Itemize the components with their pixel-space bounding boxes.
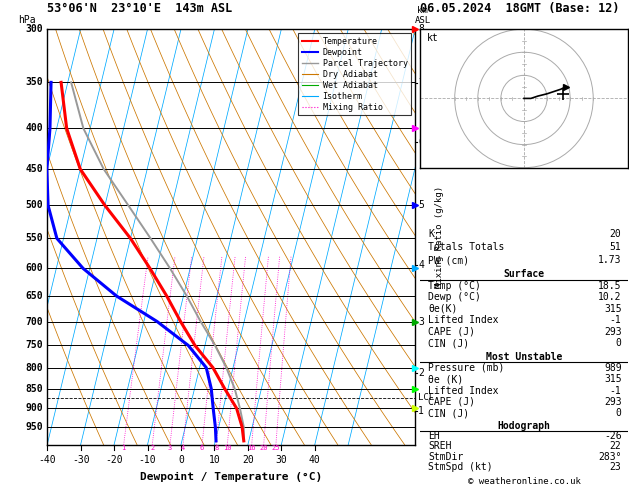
Text: SREH: SREH: [428, 441, 452, 451]
Text: 0: 0: [616, 408, 621, 418]
Text: 10: 10: [223, 445, 231, 451]
Text: Surface: Surface: [503, 269, 545, 279]
Text: StmDir: StmDir: [428, 451, 464, 462]
Text: Dewp (°C): Dewp (°C): [428, 293, 481, 302]
Text: Lifted Index: Lifted Index: [428, 315, 499, 325]
Text: θe (K): θe (K): [428, 374, 464, 384]
Text: 0: 0: [178, 455, 184, 465]
Text: 1.73: 1.73: [598, 255, 621, 265]
Text: Pressure (mb): Pressure (mb): [428, 363, 505, 373]
Text: CIN (J): CIN (J): [428, 408, 470, 418]
Legend: Temperature, Dewpoint, Parcel Trajectory, Dry Adiabat, Wet Adiabat, Isotherm, Mi: Temperature, Dewpoint, Parcel Trajectory…: [299, 34, 411, 116]
Text: 750: 750: [25, 340, 43, 350]
Text: 53°06'N  23°10'E  143m ASL: 53°06'N 23°10'E 143m ASL: [47, 1, 233, 15]
Text: 550: 550: [25, 233, 43, 243]
Text: 20: 20: [610, 229, 621, 240]
Text: -1: -1: [610, 315, 621, 325]
Text: 800: 800: [25, 363, 43, 373]
Text: 4: 4: [181, 445, 185, 451]
Text: -40: -40: [38, 455, 56, 465]
Text: 30: 30: [276, 455, 287, 465]
Text: 6: 6: [200, 445, 204, 451]
Text: 16: 16: [247, 445, 256, 451]
Text: 18.5: 18.5: [598, 281, 621, 291]
Text: θe(K): θe(K): [428, 304, 458, 314]
Text: K: K: [428, 229, 435, 240]
Text: 350: 350: [25, 77, 43, 87]
Text: -1: -1: [610, 385, 621, 396]
Text: StmSpd (kt): StmSpd (kt): [428, 462, 493, 472]
Text: 700: 700: [25, 316, 43, 327]
Text: 315: 315: [604, 374, 621, 384]
Text: 22: 22: [610, 441, 621, 451]
Text: Hodograph: Hodograph: [498, 421, 550, 431]
Text: 7: 7: [418, 78, 424, 88]
Text: km
ASL: km ASL: [415, 6, 431, 25]
Text: Temp (°C): Temp (°C): [428, 281, 481, 291]
Text: 2: 2: [150, 445, 154, 451]
Text: PW (cm): PW (cm): [428, 255, 470, 265]
Text: 850: 850: [25, 383, 43, 394]
Text: © weatheronline.co.uk: © weatheronline.co.uk: [467, 477, 581, 486]
Text: -20: -20: [105, 455, 123, 465]
Text: 1: 1: [121, 445, 126, 451]
Text: 283°: 283°: [598, 451, 621, 462]
Text: Most Unstable: Most Unstable: [486, 351, 562, 362]
Text: 1: 1: [418, 406, 424, 416]
Text: 6: 6: [418, 137, 424, 147]
Text: hPa: hPa: [18, 15, 36, 25]
Text: Dewpoint / Temperature (°C): Dewpoint / Temperature (°C): [140, 472, 322, 482]
Text: Totals Totals: Totals Totals: [428, 243, 505, 252]
Text: 5: 5: [418, 200, 424, 210]
Text: 650: 650: [25, 291, 43, 301]
Text: 8: 8: [418, 24, 424, 34]
Text: -30: -30: [72, 455, 89, 465]
Text: 10.2: 10.2: [598, 293, 621, 302]
Text: 500: 500: [25, 200, 43, 210]
Text: 450: 450: [25, 164, 43, 174]
Text: Lifted Index: Lifted Index: [428, 385, 499, 396]
Text: 315: 315: [604, 304, 621, 314]
Text: 989: 989: [604, 363, 621, 373]
Text: 25: 25: [272, 445, 280, 451]
Text: 20: 20: [259, 445, 268, 451]
Text: LCL: LCL: [418, 393, 434, 402]
Text: -10: -10: [139, 455, 157, 465]
Text: 300: 300: [25, 24, 43, 34]
Text: 600: 600: [25, 263, 43, 274]
Text: 40: 40: [309, 455, 321, 465]
Text: 400: 400: [25, 123, 43, 134]
Text: EH: EH: [428, 431, 440, 441]
Text: 900: 900: [25, 403, 43, 413]
Text: 51: 51: [610, 243, 621, 252]
Text: CAPE (J): CAPE (J): [428, 327, 476, 337]
Text: 3: 3: [168, 445, 172, 451]
Text: 23: 23: [610, 462, 621, 472]
Text: 2: 2: [418, 368, 424, 378]
Text: 950: 950: [25, 422, 43, 432]
Text: 293: 293: [604, 397, 621, 407]
Text: 0: 0: [616, 338, 621, 348]
Text: -26: -26: [604, 431, 621, 441]
Text: kt: kt: [426, 34, 438, 43]
Text: 4: 4: [418, 260, 424, 270]
Text: 10: 10: [209, 455, 220, 465]
Text: CAPE (J): CAPE (J): [428, 397, 476, 407]
Text: 3: 3: [418, 316, 424, 327]
Text: 20: 20: [242, 455, 253, 465]
Text: 06.05.2024  18GMT (Base: 12): 06.05.2024 18GMT (Base: 12): [420, 1, 620, 15]
Text: CIN (J): CIN (J): [428, 338, 470, 348]
Text: 293: 293: [604, 327, 621, 337]
Text: 8: 8: [214, 445, 218, 451]
Text: Mixing Ratio (g/kg): Mixing Ratio (g/kg): [435, 186, 443, 288]
